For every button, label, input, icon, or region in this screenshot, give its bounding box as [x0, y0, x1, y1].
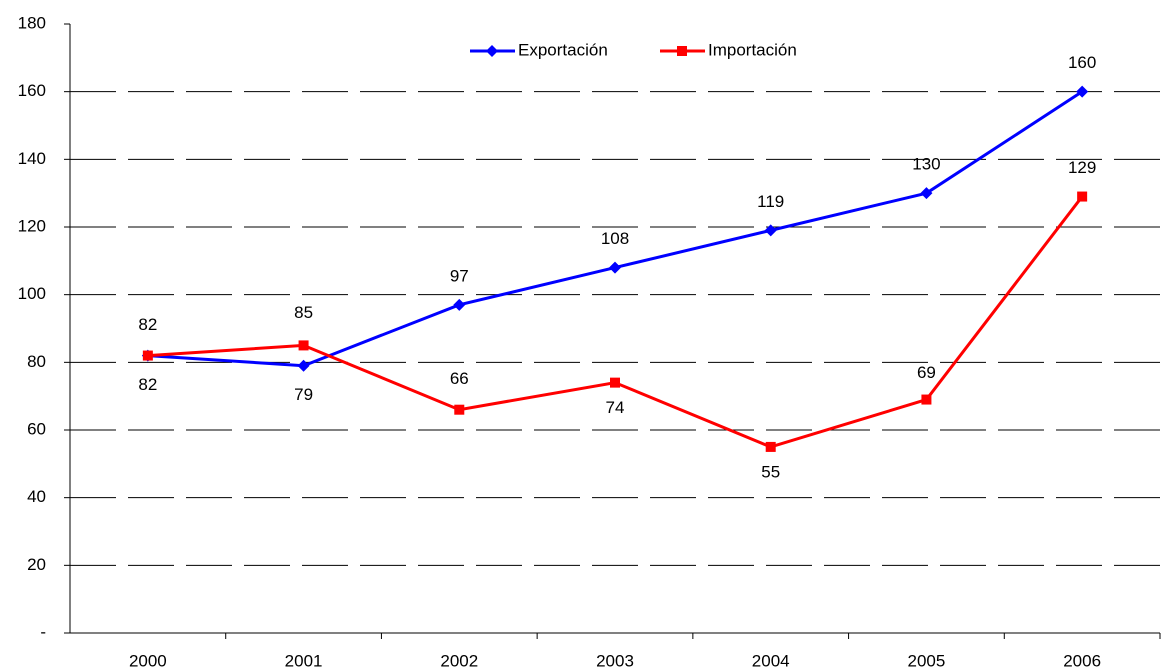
marker — [920, 187, 933, 200]
marker — [610, 377, 620, 388]
marker — [921, 394, 932, 405]
data-label: 129 — [1068, 158, 1096, 177]
data-label: 108 — [601, 229, 629, 248]
x-tick-label: 2004 — [752, 651, 790, 670]
data-label: 69 — [917, 363, 936, 382]
y-tick-label: 20 — [27, 555, 46, 574]
data-label: 85 — [294, 303, 313, 322]
data-label: 55 — [761, 462, 780, 481]
marker — [298, 340, 309, 351]
y-tick-label: 140 — [18, 149, 46, 168]
x-tick-label: 2005 — [908, 651, 946, 670]
data-label: 74 — [606, 398, 625, 417]
y-tick-label: 120 — [18, 216, 46, 235]
x-tick-label: 2002 — [440, 651, 478, 670]
y-tick-label: 80 — [27, 352, 46, 371]
marker — [764, 224, 777, 237]
marker — [765, 441, 776, 452]
legend-label: Importación — [708, 40, 797, 59]
y-tick-label: 180 — [18, 13, 46, 32]
legend-label: Exportación — [518, 40, 608, 59]
marker — [453, 298, 466, 311]
x-tick-label: 2006 — [1063, 651, 1101, 670]
data-label: 66 — [450, 369, 469, 388]
marker — [142, 350, 153, 361]
data-label: 97 — [450, 266, 469, 285]
legend-marker — [486, 45, 498, 57]
data-label: 79 — [294, 385, 313, 404]
y-tick-label: 40 — [27, 487, 46, 506]
marker — [609, 261, 621, 274]
y-tick-label: 100 — [18, 284, 46, 303]
y-tick-label: - — [40, 622, 46, 641]
y-tick-label: 160 — [18, 81, 46, 100]
x-tick-label: 2000 — [129, 651, 167, 670]
x-tick-label: 2001 — [285, 651, 323, 670]
legend-marker — [677, 46, 687, 56]
data-label: 160 — [1068, 53, 1096, 72]
marker — [297, 359, 310, 372]
marker — [1076, 85, 1089, 98]
data-label: 82 — [138, 315, 157, 334]
y-tick-label: 60 — [27, 419, 46, 438]
data-label: 119 — [757, 192, 784, 211]
data-label: 82 — [138, 375, 157, 394]
data-label: 130 — [912, 155, 940, 174]
x-tick-label: 2003 — [596, 651, 634, 670]
marker — [454, 404, 465, 415]
marker — [1077, 191, 1088, 202]
